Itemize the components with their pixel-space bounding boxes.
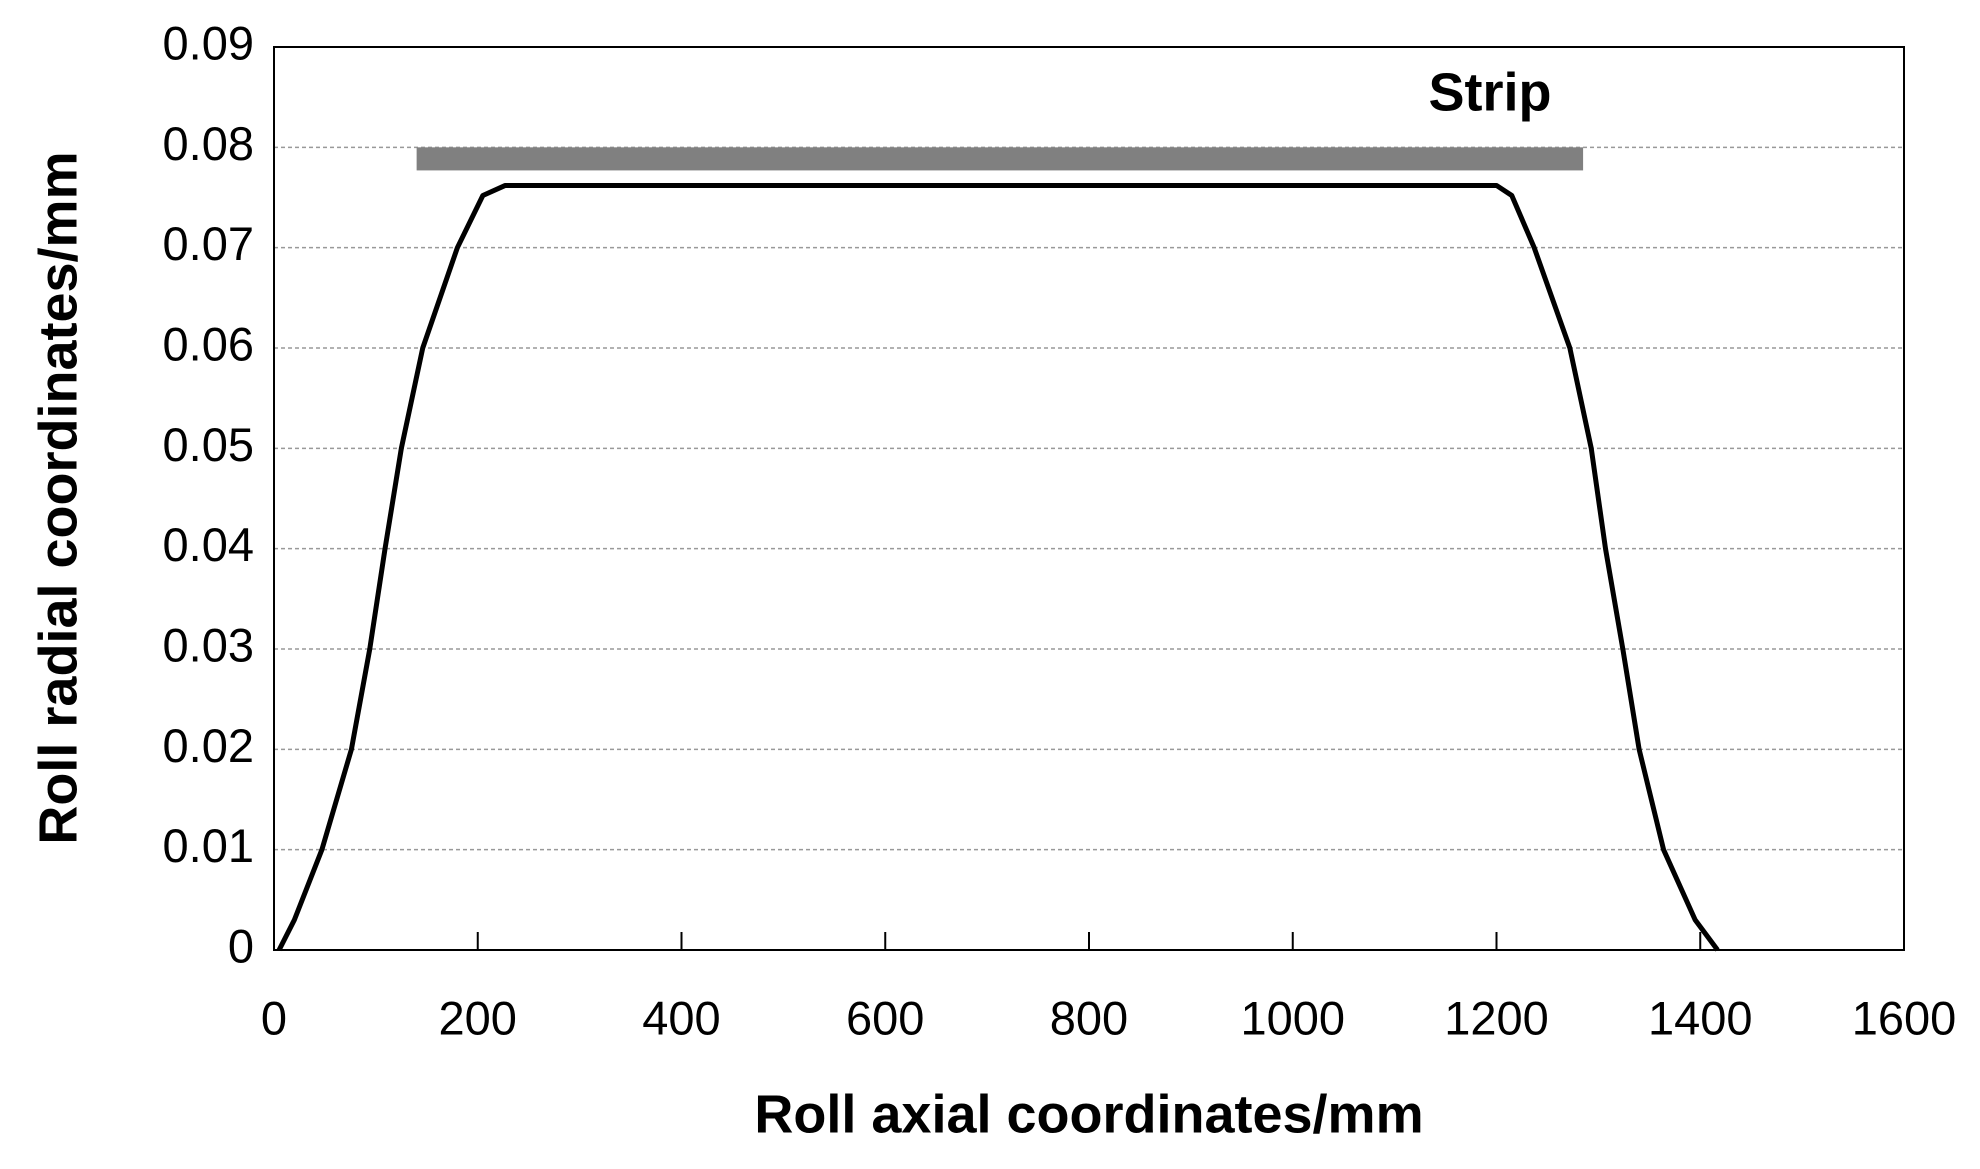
x-tick-label: 400 (642, 991, 720, 1044)
x-axis-title: Roll axial coordinates/mm (754, 1084, 1423, 1144)
strip (416, 147, 1584, 171)
y-tick-label: 0.09 (163, 16, 254, 69)
y-tick-label: 0.07 (163, 217, 254, 270)
data-line (276, 182, 1720, 952)
x-tick-label: 1600 (1852, 991, 1957, 1044)
y-tick-label: 0.06 (163, 317, 254, 370)
plot-frame (273, 46, 1905, 951)
y-tick-label: 0.01 (163, 819, 254, 872)
x-tick-label: 0 (261, 991, 287, 1044)
x-tick-label: 600 (846, 991, 924, 1044)
x-tick-label: 1200 (1444, 991, 1549, 1044)
y-tick-label: 0.02 (163, 719, 254, 772)
y-axis-title: Roll radial coordinates/mm (28, 151, 88, 844)
x-tick-label: 1000 (1240, 991, 1345, 1044)
x-tick-label: 200 (439, 991, 517, 1044)
y-tick-label: 0.05 (163, 418, 254, 471)
x-tick-label: 800 (1050, 991, 1128, 1044)
y-tick-label: 0 (228, 919, 254, 972)
x-tick-label: 1400 (1648, 991, 1753, 1044)
strip-label: Strip (1428, 62, 1551, 122)
y-tick-label: 0.08 (163, 117, 254, 170)
y-tick-label: 0.04 (163, 518, 254, 571)
y-tick-label: 0.03 (163, 618, 254, 671)
